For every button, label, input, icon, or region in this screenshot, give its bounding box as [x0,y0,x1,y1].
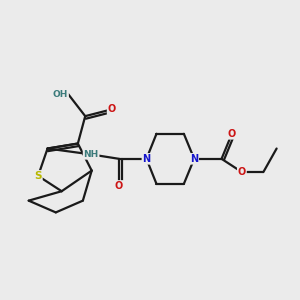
Text: NH: NH [83,150,99,159]
Text: O: O [238,167,246,177]
Text: O: O [228,129,236,139]
Text: N: N [190,154,198,164]
Text: OH: OH [53,90,68,99]
Text: O: O [108,104,116,114]
Text: S: S [34,171,42,181]
Text: O: O [115,181,123,191]
Text: N: N [142,154,151,164]
